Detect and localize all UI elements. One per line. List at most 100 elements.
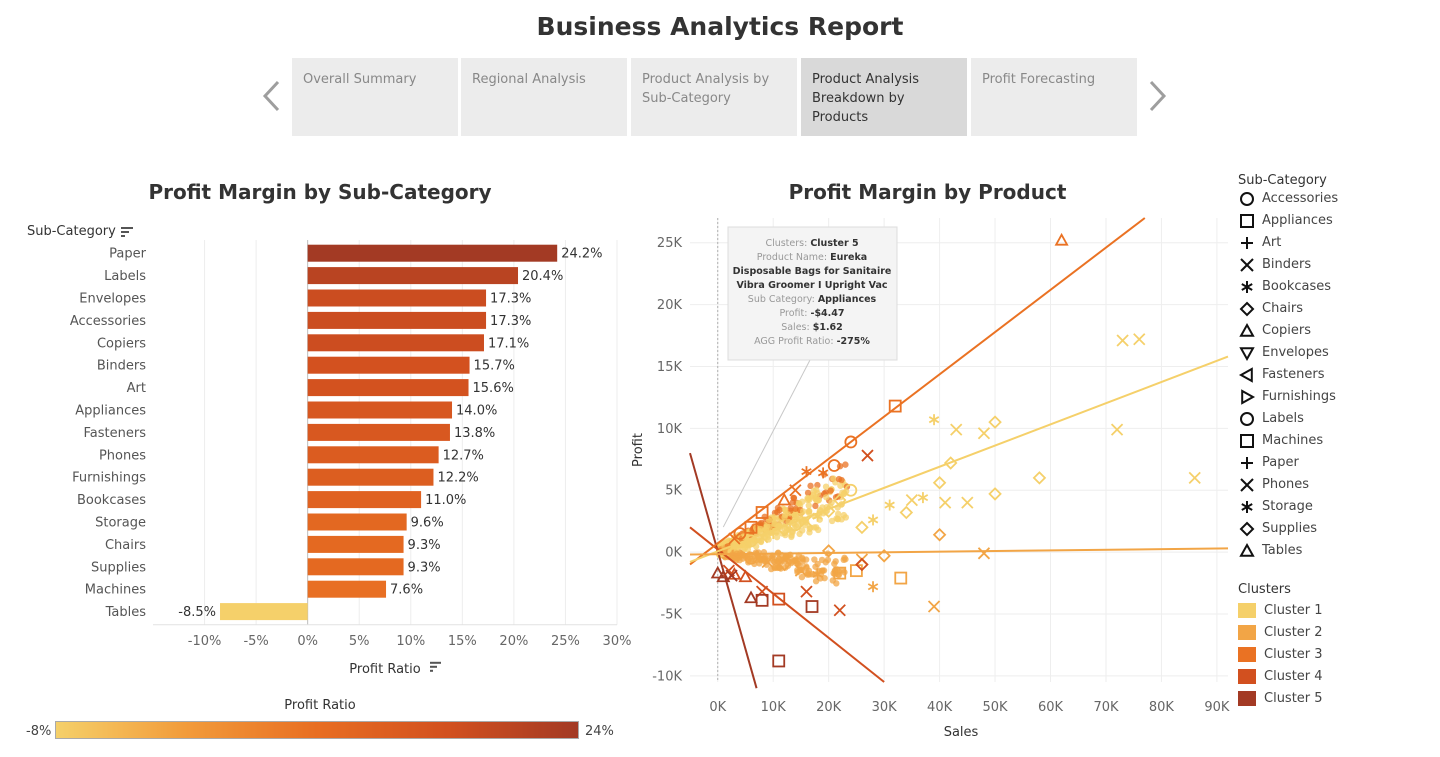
- bar: [307, 401, 453, 419]
- cloud-point: [822, 483, 830, 490]
- cluster-legend-item[interactable]: Cluster 4: [1238, 666, 1438, 688]
- bar-row-header: Sub-Category: [27, 224, 134, 239]
- shape-legend-item[interactable]: Copiers: [1238, 320, 1438, 342]
- value-label: 17.3%: [490, 292, 531, 307]
- data-point: [1110, 423, 1124, 436]
- shape-legend-label: Copiers: [1262, 323, 1312, 338]
- bar: [307, 289, 487, 307]
- shape-legend-item[interactable]: Fasteners: [1238, 364, 1438, 386]
- cloud-point: [812, 563, 819, 570]
- cluster-legend-label: Cluster 2: [1264, 625, 1323, 640]
- data-point: [849, 564, 863, 578]
- triangle-down-glyph: [1239, 346, 1255, 361]
- tab-overall-summary[interactable]: Overall Summary: [292, 58, 458, 136]
- tooltip-leader: [722, 359, 811, 528]
- shape-legend-item[interactable]: Chairs: [1238, 298, 1438, 320]
- tab-product-analysis-breakdown[interactable]: Product Analysis Breakdown by Products: [801, 58, 967, 136]
- data-point: [943, 456, 958, 470]
- square-glyph: [1240, 213, 1254, 228]
- data-point: [821, 504, 836, 519]
- cluster-legend-item[interactable]: Cluster 2: [1238, 622, 1438, 644]
- category-label: Phones: [99, 448, 146, 463]
- diamond-glyph: [1239, 521, 1255, 536]
- sort-icon[interactable]: [120, 226, 134, 238]
- value-label: -8.5%: [178, 605, 216, 620]
- cluster-legend-item[interactable]: Cluster 5: [1238, 688, 1438, 710]
- plus-icon: [1241, 236, 1253, 249]
- category-label: Paper: [109, 247, 146, 262]
- shape-legend-item[interactable]: Tables: [1238, 540, 1438, 562]
- shape-legend-item[interactable]: Binders: [1238, 254, 1438, 276]
- bar: [307, 423, 450, 441]
- cloud-point: [807, 482, 814, 490]
- shape-legend-label: Furnishings: [1262, 389, 1336, 404]
- cloud-point: [773, 557, 781, 565]
- shape-legend-item[interactable]: Envelopes: [1238, 342, 1438, 364]
- tab-profit-forecasting[interactable]: Profit Forecasting: [971, 58, 1137, 136]
- shape-legend-item[interactable]: Accessories: [1238, 188, 1438, 210]
- data-point: [800, 515, 813, 528]
- cloud-point: [804, 489, 812, 497]
- cloud-point: [771, 513, 778, 521]
- data-point: [817, 467, 829, 479]
- next-arrow-icon[interactable]: [1143, 78, 1173, 114]
- square-icon: [1240, 213, 1254, 228]
- shape-legend-item[interactable]: Bookcases: [1238, 276, 1438, 298]
- cloud-point: [812, 502, 819, 510]
- data-point: [950, 423, 963, 436]
- data-point: [832, 493, 847, 507]
- category-label: Copiers: [97, 336, 146, 351]
- bar-row-header-label: Sub-Category: [27, 224, 116, 239]
- data-point: [888, 399, 902, 413]
- cloud-point: [758, 519, 765, 527]
- data-point: [988, 487, 1002, 501]
- shape-legend-item[interactable]: Art: [1238, 232, 1438, 254]
- cloud-point: [838, 476, 845, 484]
- bar: [307, 513, 407, 531]
- prev-arrow-icon[interactable]: [258, 78, 288, 114]
- trend-line: [689, 547, 1229, 556]
- y-tick-label: -10K: [652, 669, 682, 684]
- data-point: [761, 555, 774, 569]
- cloud-point: [822, 489, 829, 496]
- shape-legend-item[interactable]: Supplies: [1238, 518, 1438, 540]
- shape-legend-item[interactable]: Phones: [1238, 474, 1438, 496]
- cluster-legend-item[interactable]: Cluster 3: [1238, 644, 1438, 666]
- x-tick-label: 0K: [709, 700, 726, 715]
- data-point: [733, 527, 747, 540]
- shape-legend-label: Binders: [1262, 257, 1312, 272]
- value-label: 7.6%: [390, 583, 423, 598]
- cloud-point: [811, 556, 818, 563]
- y-tick-label: -5K: [661, 607, 683, 622]
- data-point: [821, 544, 836, 558]
- data-point: [917, 492, 929, 504]
- shape-legend-item[interactable]: Paper: [1238, 452, 1438, 474]
- x-tick-label: 30%: [603, 634, 632, 649]
- scatter-chart-title: Profit Margin by Product: [788, 180, 1067, 204]
- cluster-swatch: [1238, 669, 1256, 684]
- tab-regional-analysis[interactable]: Regional Analysis: [461, 58, 627, 136]
- y-tick-label: 0K: [665, 546, 682, 561]
- color-legend-title: Profit Ratio: [284, 698, 356, 713]
- x-tick-label: 90K: [1204, 700, 1230, 715]
- cloud-point: [821, 574, 828, 582]
- cluster-swatch: [1238, 603, 1256, 618]
- circle-glyph: [1240, 191, 1254, 206]
- plus-glyph: [1241, 456, 1253, 469]
- triangle-left-icon: [1238, 366, 1253, 383]
- shape-legend-item[interactable]: Appliances: [1238, 210, 1438, 232]
- cluster-legend-item[interactable]: Cluster 1: [1238, 600, 1438, 622]
- cloud-point: [823, 494, 830, 501]
- data-point: [988, 415, 1002, 429]
- value-label: 9.3%: [408, 560, 441, 575]
- scatter-chart: -10K -5K 0K 5K 10K 15K 20K 25K 0K 10K 20K 30K 40K 50K…: [631, 217, 1230, 740]
- shape-legend-item[interactable]: Machines: [1238, 430, 1438, 452]
- shape-legend-item[interactable]: Storage: [1238, 496, 1438, 518]
- category-label: Supplies: [91, 560, 146, 575]
- shape-legend-label: Envelopes: [1262, 345, 1329, 360]
- shape-legend-item[interactable]: Labels: [1238, 408, 1438, 430]
- category-label: Furnishings: [72, 471, 146, 486]
- shape-legend-item[interactable]: Furnishings: [1238, 386, 1438, 408]
- tab-product-analysis-sub-category[interactable]: Product Analysis by Sub-Category: [631, 58, 797, 136]
- cluster-legend: Clusters Cluster 1 Cluster 2 Cluster 3 Clus…: [1238, 582, 1438, 710]
